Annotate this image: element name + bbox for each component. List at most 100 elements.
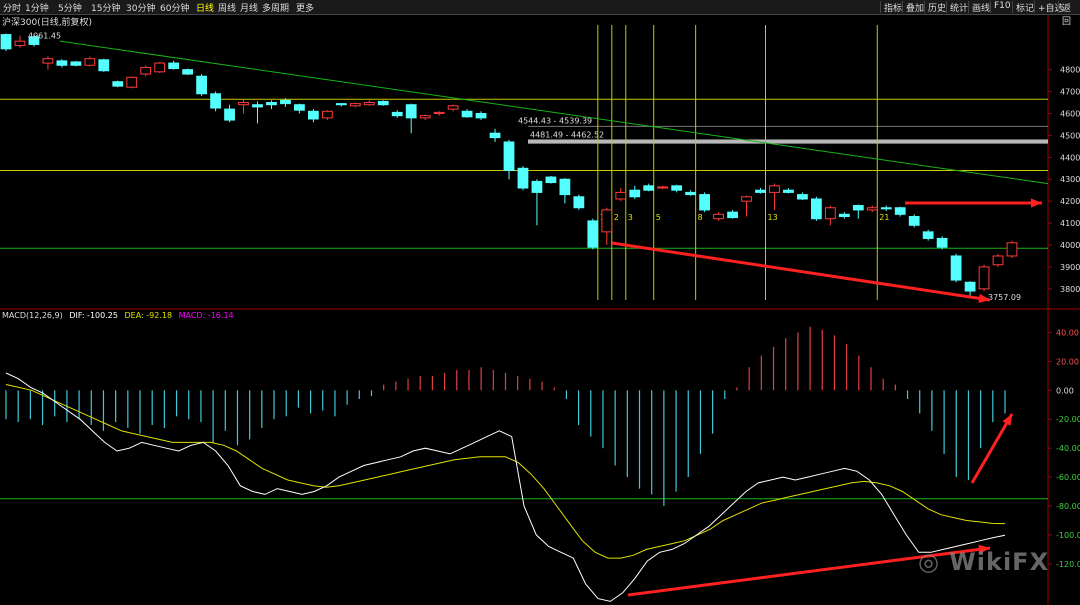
high-price-label: 4961.45	[28, 32, 61, 41]
macd-readout: MACD: -16.14	[178, 311, 234, 320]
period-toolbar: 分时 1分钟 5分钟 15分钟 30分钟 60分钟 日线 周线 月线 多周期 更…	[0, 0, 1080, 27]
candle-body	[545, 176, 557, 184]
count-marker: 8	[698, 213, 703, 222]
price-tick-label: 4300	[1060, 175, 1080, 184]
candle-body	[769, 185, 780, 193]
candle-body	[838, 213, 850, 218]
candle-body	[42, 58, 54, 64]
candle-body	[238, 102, 249, 106]
candle-body	[489, 132, 501, 139]
candle-body	[335, 103, 347, 106]
macd-tick-label: 0.00	[1056, 386, 1074, 395]
tab-multi-period[interactable]: 多周期	[262, 4, 290, 14]
tab-60min[interactable]: 60分钟	[160, 4, 190, 14]
candle-body	[964, 281, 976, 292]
tab-15min[interactable]: 15分钟	[91, 4, 121, 14]
price-right-arrow-head	[1030, 198, 1042, 208]
candle-body	[810, 198, 822, 220]
macd-tick-label: 40.00	[1056, 328, 1079, 337]
candle-body	[517, 167, 529, 189]
candle-body	[126, 76, 138, 88]
candle-body	[196, 75, 208, 95]
f10-button[interactable]: F10	[990, 1, 1014, 13]
macd-tick-label: -60.00	[1056, 473, 1080, 482]
back-button[interactable]: 返回	[1058, 1, 1080, 27]
tab-5min[interactable]: 5分钟	[58, 4, 82, 14]
candle-body	[363, 102, 375, 106]
candle-body	[755, 189, 766, 193]
macd-tick-label: -100.00	[1056, 531, 1080, 540]
candle-body	[615, 191, 627, 200]
macd-tick-label: -80.00	[1056, 502, 1080, 511]
candle-body	[391, 111, 403, 117]
candle-body	[713, 213, 724, 220]
count-marker: 13	[768, 213, 778, 222]
dea-readout: DEA: -92.18	[124, 311, 173, 320]
add-watchlist-button[interactable]: +自选	[1034, 1, 1067, 14]
price-divergence-arrow-head	[978, 293, 990, 303]
dea-line	[5, 384, 1006, 559]
history-button[interactable]: 历史	[924, 1, 949, 14]
candle-body	[657, 186, 669, 189]
candle-body	[461, 110, 473, 118]
candle-body	[1006, 242, 1018, 257]
macd-params: MACD(12,26,9)	[2, 311, 63, 320]
price-tick-label: 4200	[1060, 197, 1080, 206]
candle-body	[349, 103, 361, 107]
candle-body	[936, 237, 948, 248]
candle-body	[950, 255, 962, 281]
candle-body	[154, 62, 166, 73]
mark-button[interactable]: 标记	[1012, 1, 1037, 14]
tab-30min[interactable]: 30分钟	[126, 4, 156, 14]
candle-body	[28, 36, 40, 45]
price-tick-label: 4800	[1060, 66, 1080, 75]
candle-body	[377, 100, 389, 106]
candle-body	[741, 196, 752, 202]
candle-body	[307, 110, 319, 120]
candle-body	[783, 189, 794, 193]
chart-title: 沪深300(日线,前复权)	[2, 18, 93, 28]
dif-readout: DIF: -100.25	[69, 311, 118, 320]
candle-body	[252, 104, 263, 108]
price-tick-label: 3900	[1060, 263, 1080, 272]
price-divergence-arrow	[611, 241, 991, 302]
tab-1min[interactable]: 1分钟	[25, 4, 49, 14]
candle-body	[112, 81, 124, 87]
candle-body	[419, 115, 431, 119]
candle-body	[294, 104, 305, 111]
candle-body	[978, 266, 990, 290]
macd-tick-label: -120.00	[1056, 560, 1080, 569]
candle-body	[643, 185, 655, 191]
indicator-button[interactable]: 指标	[880, 1, 905, 14]
tab-monthly[interactable]: 月线	[240, 4, 259, 14]
candle-body	[559, 178, 571, 196]
candle-body	[908, 216, 920, 226]
low-price-label: 3757.09	[988, 293, 1021, 302]
price-band	[528, 139, 1048, 144]
candle-body	[224, 108, 235, 121]
candle-body	[70, 61, 82, 66]
macd-header: MACD(12,26,9) DIF: -100.25 DEA: -92.18 M…	[2, 311, 234, 320]
tab-daily[interactable]: 日线	[196, 4, 215, 14]
price-tick-label: 4500	[1060, 131, 1080, 140]
price-tick-label: 4600	[1060, 109, 1080, 118]
tab-timeshare[interactable]: 分时	[3, 4, 22, 14]
price-tick-label: 4400	[1060, 153, 1080, 162]
tab-weekly[interactable]: 周线	[218, 4, 237, 14]
candle-body	[866, 207, 878, 211]
tab-more[interactable]: 更多	[296, 4, 315, 14]
wikifx-logo: ◎ WikiFX	[918, 548, 1050, 576]
statistics-button[interactable]: 统计	[946, 1, 971, 14]
candle-body	[168, 62, 180, 70]
candle-body	[98, 59, 110, 72]
macd-divergence-arrow-head	[978, 544, 990, 555]
price-tick-label: 4000	[1060, 241, 1080, 250]
price-tick-label: 3800	[1060, 285, 1080, 294]
price-tick-label: 4100	[1060, 219, 1080, 228]
candle-body	[140, 66, 152, 75]
draw-line-button[interactable]: 画线	[968, 1, 993, 14]
candle-body	[880, 207, 892, 210]
price-tick-label: 4700	[1060, 88, 1080, 97]
overlay-button[interactable]: 叠加	[902, 1, 927, 14]
